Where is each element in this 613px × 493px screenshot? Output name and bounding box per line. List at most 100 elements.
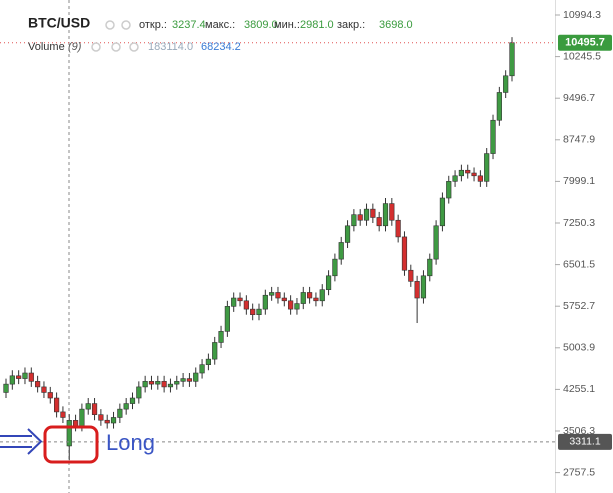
y-tick-label: 2757.5 <box>563 466 595 478</box>
candle-body <box>325 275 332 290</box>
chart-title: BTC/USD <box>28 15 90 31</box>
y-tick-label: 10994.3 <box>563 9 601 21</box>
candle-body <box>408 269 414 282</box>
candle-body <box>401 236 408 271</box>
candle-body <box>231 297 237 307</box>
candle-body <box>363 208 370 221</box>
ohlc-value: 2981.0 <box>300 19 334 31</box>
candle-body <box>72 420 79 427</box>
candle-body <box>155 381 161 385</box>
last-price-box <box>558 34 612 51</box>
ohlc-value: 3809.0 <box>244 19 278 31</box>
crosshair-price-box <box>558 433 612 450</box>
volume-param: (9) <box>68 41 82 53</box>
candle-body <box>167 383 174 388</box>
candle-body <box>85 403 91 410</box>
candle-body <box>262 294 268 310</box>
candle-body <box>300 292 306 304</box>
candle-body <box>496 92 502 121</box>
legend-icon <box>129 42 139 52</box>
candle-body <box>250 308 256 315</box>
candle-body <box>490 119 496 154</box>
candle-body <box>129 397 136 404</box>
candle-body <box>458 169 465 177</box>
candle-body <box>338 242 344 260</box>
annotation-text: Long <box>106 430 155 455</box>
candle-body <box>439 197 446 227</box>
ohlc-label: мин.: <box>274 19 300 31</box>
candle-body <box>205 358 212 365</box>
candle-body <box>465 169 471 174</box>
candle-body <box>484 153 490 182</box>
candle-body <box>420 275 427 299</box>
candle-body <box>104 419 110 424</box>
annotation-box <box>43 425 99 464</box>
candle-body <box>344 225 351 243</box>
candle-body <box>35 381 41 388</box>
candle-body <box>332 258 338 277</box>
candle-body <box>471 172 477 177</box>
candle-body <box>319 289 325 302</box>
candle-body <box>136 386 142 399</box>
candle-body <box>306 292 313 299</box>
candle-body <box>376 217 382 227</box>
ohlc-label: макс.: <box>205 19 235 31</box>
y-tick-label: 8747.9 <box>563 134 595 146</box>
ohlc-label: закр.: <box>337 19 365 31</box>
candle-body <box>351 214 357 227</box>
candle-body <box>123 403 129 410</box>
candle-body <box>382 203 389 227</box>
candle-body <box>60 411 66 418</box>
candle-body <box>237 297 243 302</box>
candle-body <box>91 403 98 415</box>
candle-body <box>389 203 395 221</box>
ohlc-value: 3698.0 <box>379 19 413 31</box>
volume-name: Volume <box>28 41 65 53</box>
candle-body <box>370 208 376 218</box>
candle-body <box>288 300 294 310</box>
crosshair-price-label: 3311.1 <box>569 436 600 448</box>
candle-body <box>66 420 72 447</box>
y-tick-label: 5752.7 <box>563 300 595 312</box>
candle-body <box>79 408 85 427</box>
candle-body <box>53 397 60 413</box>
candle-body <box>22 372 28 379</box>
candle-body <box>503 75 509 93</box>
candle-body <box>281 297 287 302</box>
candle-body <box>180 378 186 382</box>
candle-body <box>142 381 148 388</box>
candle-body <box>224 306 230 332</box>
candle-body <box>16 375 22 379</box>
legend-icon <box>111 42 121 52</box>
y-tick-label: 7999.1 <box>563 175 595 187</box>
candle-body <box>148 381 155 385</box>
candle-body <box>452 175 458 182</box>
ohlc-value: 3237.4 <box>172 19 206 31</box>
legend-icon <box>91 42 101 52</box>
candle-body <box>269 292 275 296</box>
candle-body <box>117 408 123 418</box>
candle-body <box>199 364 205 374</box>
candle-body <box>193 372 199 382</box>
candle-body <box>186 378 193 382</box>
candle-body <box>313 297 319 302</box>
y-tick-label: 9496.7 <box>563 92 595 104</box>
last-price-label: 10495.7 <box>565 37 605 49</box>
candle-body <box>414 281 420 299</box>
candle-body <box>433 225 439 260</box>
y-tick-label: 7250.3 <box>563 217 595 229</box>
ohlc-label: откр.: <box>139 19 167 31</box>
candle-body <box>395 219 401 238</box>
candle-body <box>357 214 363 221</box>
candle-body <box>294 303 300 310</box>
y-tick-label: 3506.3 <box>563 425 595 437</box>
candle-body <box>3 383 9 393</box>
y-tick-label: 4255.1 <box>563 383 595 395</box>
candle-body <box>256 308 262 315</box>
candle-body <box>212 342 218 360</box>
candle-body <box>275 292 281 299</box>
y-tick-label: 6501.5 <box>563 258 595 270</box>
candle-body <box>446 181 452 199</box>
